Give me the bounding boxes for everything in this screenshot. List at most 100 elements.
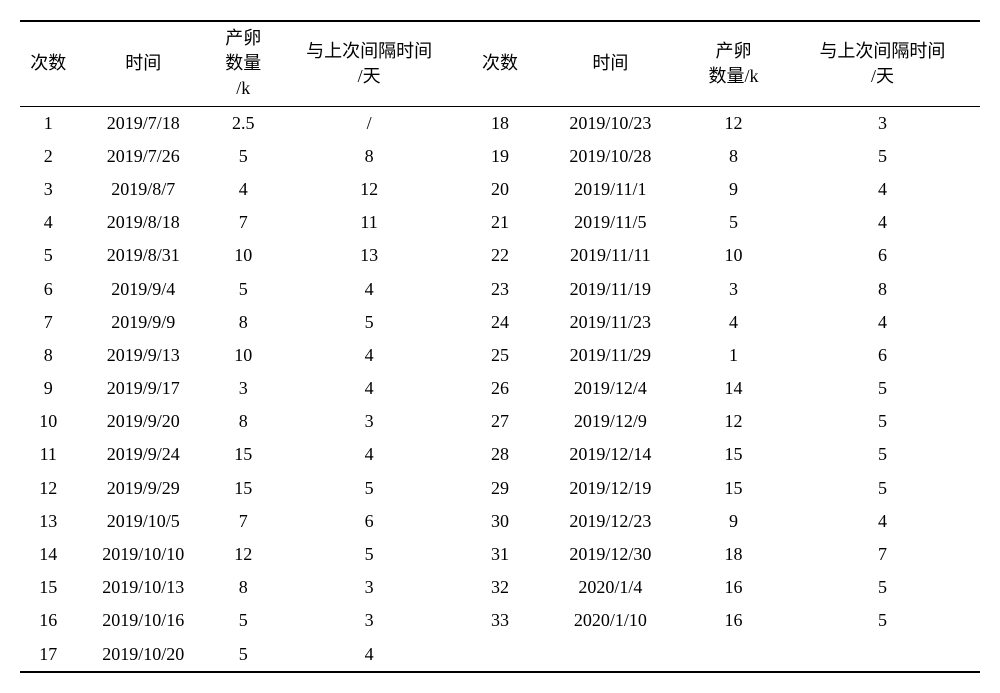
cell-r-qty: 12 bbox=[682, 405, 785, 438]
cell-r-date: 2019/12/19 bbox=[538, 472, 682, 505]
cell-l-date: 2019/9/9 bbox=[76, 306, 209, 339]
table-body: 12019/7/182.5/182019/10/2312322019/7/265… bbox=[20, 106, 980, 672]
cell-r-gap: 5 bbox=[785, 405, 980, 438]
cell-r-qty: 4 bbox=[682, 306, 785, 339]
cell-l-gap: 4 bbox=[277, 372, 462, 405]
cell-l-idx: 3 bbox=[20, 173, 76, 206]
cell-l-qty: 8 bbox=[210, 571, 277, 604]
header-qty-right: 产卵 数量/k bbox=[682, 21, 785, 106]
header-gap-right-l1: 与上次间隔时间 bbox=[819, 41, 945, 61]
cell-l-idx: 5 bbox=[20, 239, 76, 272]
header-row: 次数 时间 产卵 数量 /k 与上次间隔时间 /天 次数 时间 产卵 数量/k … bbox=[20, 21, 980, 106]
cell-l-idx: 15 bbox=[20, 571, 76, 604]
header-date-left: 时间 bbox=[76, 21, 209, 106]
cell-r-qty: 1 bbox=[682, 339, 785, 372]
cell-r-qty: 9 bbox=[682, 173, 785, 206]
cell-l-qty: 5 bbox=[210, 273, 277, 306]
header-qty-right-l1: 产卵 bbox=[716, 41, 752, 61]
cell-r-gap: 8 bbox=[785, 273, 980, 306]
table-row: 22019/7/2658192019/10/2885 bbox=[20, 140, 980, 173]
cell-l-date: 2019/10/5 bbox=[76, 505, 209, 538]
cell-r-qty: 16 bbox=[682, 571, 785, 604]
table-row: 12019/7/182.5/182019/10/23123 bbox=[20, 106, 980, 140]
cell-r-qty bbox=[682, 638, 785, 672]
cell-l-idx: 9 bbox=[20, 372, 76, 405]
cell-l-qty: 2.5 bbox=[210, 106, 277, 140]
cell-l-date: 2019/9/13 bbox=[76, 339, 209, 372]
cell-l-idx: 8 bbox=[20, 339, 76, 372]
cell-r-gap: 5 bbox=[785, 472, 980, 505]
cell-l-gap: 3 bbox=[277, 571, 462, 604]
cell-l-idx: 2 bbox=[20, 140, 76, 173]
cell-l-qty: 15 bbox=[210, 438, 277, 471]
cell-r-idx: 24 bbox=[461, 306, 538, 339]
cell-r-date: 2019/11/19 bbox=[538, 273, 682, 306]
table-row: 152019/10/1383322020/1/4165 bbox=[20, 571, 980, 604]
cell-r-gap: 6 bbox=[785, 339, 980, 372]
header-qty-left-l1: 产卵 bbox=[225, 28, 261, 48]
cell-l-qty: 8 bbox=[210, 405, 277, 438]
cell-l-qty: 12 bbox=[210, 538, 277, 571]
table-row: 132019/10/576302019/12/2394 bbox=[20, 505, 980, 538]
header-gap-right: 与上次间隔时间 /天 bbox=[785, 21, 980, 106]
cell-l-date: 2019/8/31 bbox=[76, 239, 209, 272]
cell-l-date: 2019/10/16 bbox=[76, 604, 209, 637]
cell-r-gap: 5 bbox=[785, 140, 980, 173]
cell-l-qty: 5 bbox=[210, 140, 277, 173]
cell-r-gap: 4 bbox=[785, 505, 980, 538]
cell-r-date bbox=[538, 638, 682, 672]
cell-l-qty: 10 bbox=[210, 339, 277, 372]
cell-r-gap: 6 bbox=[785, 239, 980, 272]
cell-l-gap: 6 bbox=[277, 505, 462, 538]
cell-l-date: 2019/7/18 bbox=[76, 106, 209, 140]
header-qty-left: 产卵 数量 /k bbox=[210, 21, 277, 106]
cell-l-idx: 17 bbox=[20, 638, 76, 672]
cell-l-gap: 3 bbox=[277, 604, 462, 637]
table-row: 122019/9/29155292019/12/19155 bbox=[20, 472, 980, 505]
table-row: 32019/8/7412202019/11/194 bbox=[20, 173, 980, 206]
cell-r-qty: 16 bbox=[682, 604, 785, 637]
cell-l-qty: 15 bbox=[210, 472, 277, 505]
cell-r-qty: 15 bbox=[682, 438, 785, 471]
cell-l-qty: 7 bbox=[210, 206, 277, 239]
header-gap-left-l2: /天 bbox=[358, 66, 381, 86]
table-row: 92019/9/1734262019/12/4145 bbox=[20, 372, 980, 405]
cell-l-idx: 1 bbox=[20, 106, 76, 140]
header-qty-right-l2: 数量/k bbox=[709, 66, 759, 86]
table-row: 82019/9/13104252019/11/2916 bbox=[20, 339, 980, 372]
table-row: 102019/9/2083272019/12/9125 bbox=[20, 405, 980, 438]
cell-l-idx: 11 bbox=[20, 438, 76, 471]
cell-r-gap: 7 bbox=[785, 538, 980, 571]
table-row: 72019/9/985242019/11/2344 bbox=[20, 306, 980, 339]
cell-r-date: 2020/1/10 bbox=[538, 604, 682, 637]
cell-l-date: 2019/10/10 bbox=[76, 538, 209, 571]
cell-r-idx: 26 bbox=[461, 372, 538, 405]
cell-r-gap bbox=[785, 638, 980, 672]
header-date-right: 时间 bbox=[538, 21, 682, 106]
cell-r-idx: 30 bbox=[461, 505, 538, 538]
cell-l-date: 2019/9/4 bbox=[76, 273, 209, 306]
cell-r-date: 2019/11/5 bbox=[538, 206, 682, 239]
cell-l-gap: 5 bbox=[277, 538, 462, 571]
cell-r-qty: 18 bbox=[682, 538, 785, 571]
cell-r-date: 2019/10/23 bbox=[538, 106, 682, 140]
cell-r-date: 2019/10/28 bbox=[538, 140, 682, 173]
cell-l-gap: 11 bbox=[277, 206, 462, 239]
cell-r-date: 2019/12/4 bbox=[538, 372, 682, 405]
cell-r-date: 2019/12/14 bbox=[538, 438, 682, 471]
cell-l-gap: 8 bbox=[277, 140, 462, 173]
cell-r-idx: 31 bbox=[461, 538, 538, 571]
cell-l-qty: 5 bbox=[210, 604, 277, 637]
cell-r-idx: 32 bbox=[461, 571, 538, 604]
cell-r-date: 2019/12/9 bbox=[538, 405, 682, 438]
cell-l-qty: 5 bbox=[210, 638, 277, 672]
cell-l-idx: 16 bbox=[20, 604, 76, 637]
cell-l-gap: / bbox=[277, 106, 462, 140]
cell-l-idx: 7 bbox=[20, 306, 76, 339]
cell-r-idx: 21 bbox=[461, 206, 538, 239]
cell-r-gap: 5 bbox=[785, 438, 980, 471]
cell-l-idx: 12 bbox=[20, 472, 76, 505]
cell-l-gap: 13 bbox=[277, 239, 462, 272]
header-gap-left-l1: 与上次间隔时间 bbox=[306, 41, 432, 61]
cell-r-date: 2019/11/23 bbox=[538, 306, 682, 339]
